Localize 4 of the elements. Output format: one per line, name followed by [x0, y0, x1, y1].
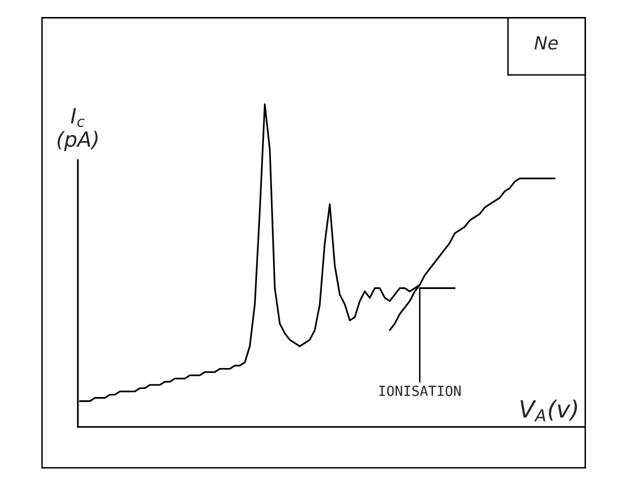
chart-title: Ne [534, 36, 558, 50]
x-axis-title: V$_{A}$(v) [520, 400, 578, 422]
annotation: IONISATION [379, 386, 461, 396]
y-axis-title: I$_{c}$ (pA) [58, 108, 98, 152]
